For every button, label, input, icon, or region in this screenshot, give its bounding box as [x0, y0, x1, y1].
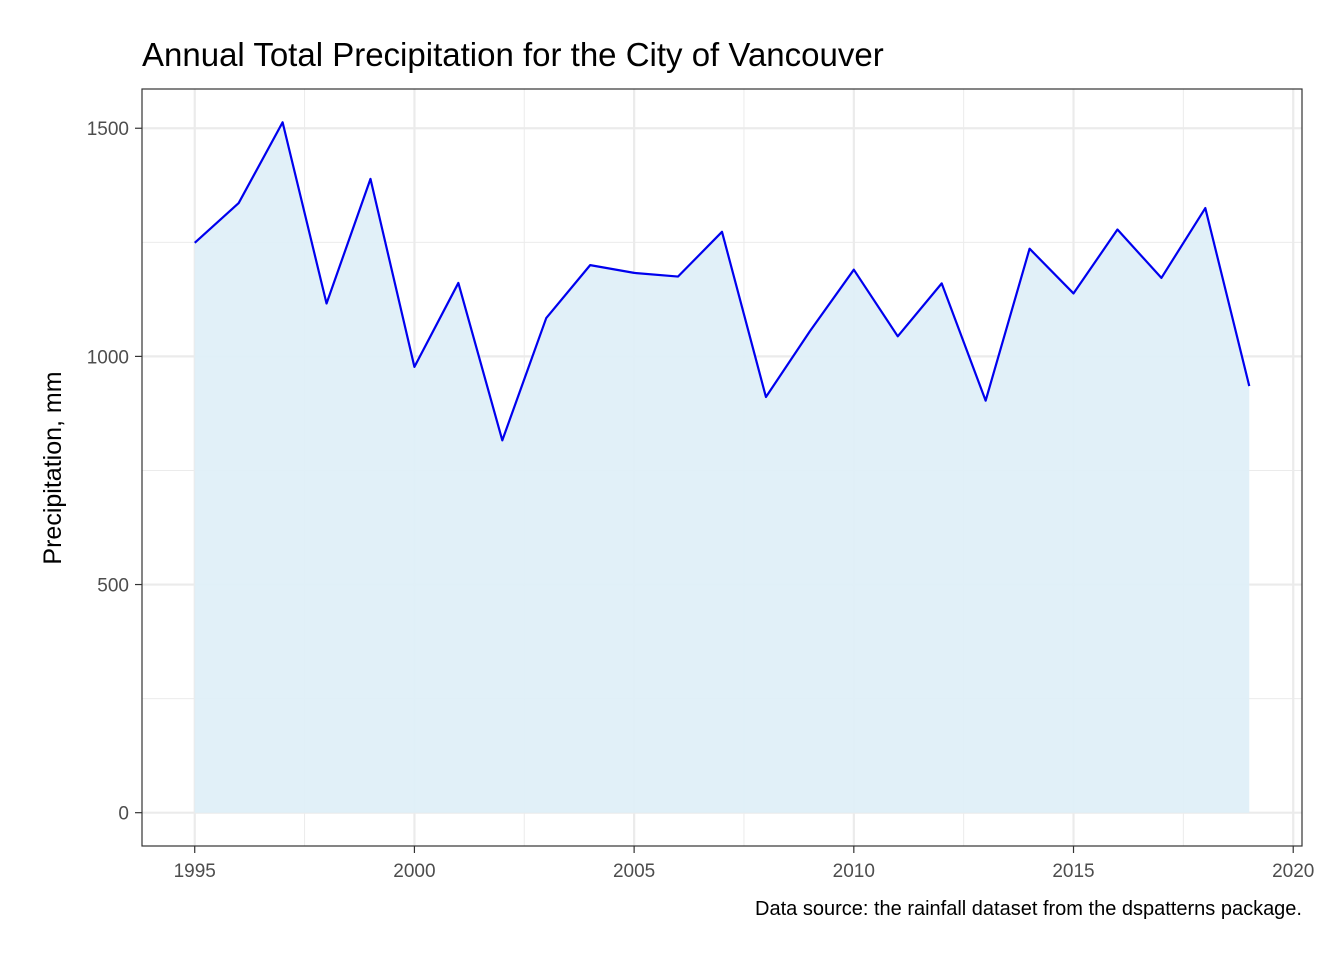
y-tick-label-1000: 1000	[87, 347, 129, 368]
y-tick-label-500: 500	[97, 576, 129, 597]
y-axis: 0 500 1000 1500	[87, 119, 142, 825]
x-tick-label-2000: 2000	[393, 861, 435, 882]
x-tick-label-2005: 2005	[613, 861, 655, 882]
y-tick-label-0: 0	[118, 804, 129, 825]
x-tick-label-1995: 1995	[174, 861, 216, 882]
x-axis: 1995 2000 2005 2010 2015 2020	[174, 846, 1314, 882]
chart-title: Annual Total Precipitation for the City …	[142, 36, 884, 73]
precipitation-area	[194, 122, 1250, 813]
y-tick-label-1500: 1500	[87, 119, 129, 140]
x-tick-label-2010: 2010	[833, 861, 875, 882]
y-axis-title: Precipitation, mm	[39, 371, 67, 564]
panel-border	[141, 88, 1303, 847]
x-tick-label-2015: 2015	[1052, 861, 1094, 882]
x-tick-label-2020: 2020	[1272, 861, 1314, 882]
chart-caption: Data source: the rainfall dataset from t…	[755, 898, 1302, 920]
precipitation-line	[193, 121, 1251, 442]
